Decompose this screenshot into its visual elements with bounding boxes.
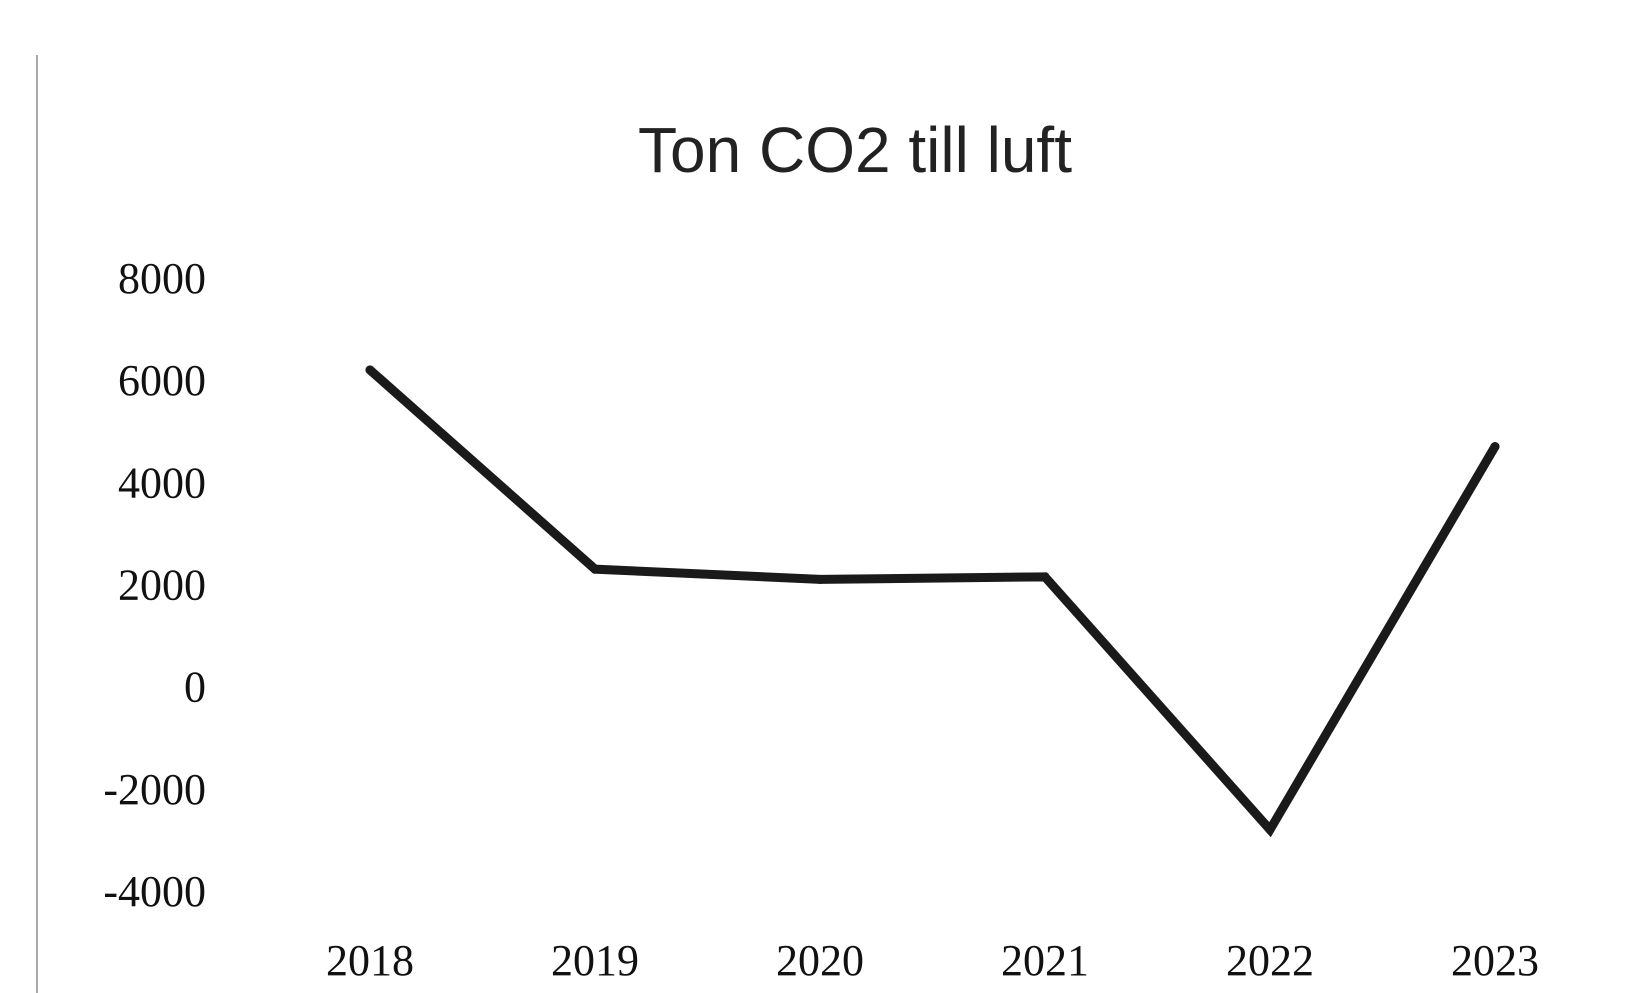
y-tick-label: 6000 xyxy=(118,356,206,405)
data-point xyxy=(815,574,825,584)
data-point xyxy=(1265,825,1275,835)
data-point xyxy=(1490,442,1500,452)
left-edge-line xyxy=(36,55,38,993)
chart-title: Ton CO2 till luft xyxy=(638,114,1072,186)
y-axis-ticks: 8000 6000 4000 2000 0 -2000 -4000 xyxy=(103,254,206,916)
x-axis-ticks: 2018 2019 2020 2021 2022 2023 xyxy=(326,936,1539,985)
x-tick-label: 2020 xyxy=(776,936,864,985)
y-tick-label: -4000 xyxy=(103,867,206,916)
x-tick-label: 2019 xyxy=(551,936,639,985)
data-point xyxy=(1040,572,1050,582)
y-tick-label: 4000 xyxy=(118,458,206,507)
series-line xyxy=(365,365,1500,838)
x-tick-label: 2021 xyxy=(1001,936,1089,985)
x-tick-label: 2018 xyxy=(326,936,414,985)
y-tick-label: 8000 xyxy=(118,254,206,303)
x-tick-label: 2023 xyxy=(1451,936,1539,985)
y-tick-label: 0 xyxy=(184,663,206,712)
x-tick-label: 2022 xyxy=(1226,936,1314,985)
data-point xyxy=(590,564,600,574)
y-tick-label: -2000 xyxy=(103,765,206,814)
series-group xyxy=(365,365,1500,838)
y-tick-label: 2000 xyxy=(118,561,206,610)
data-point xyxy=(365,365,375,375)
